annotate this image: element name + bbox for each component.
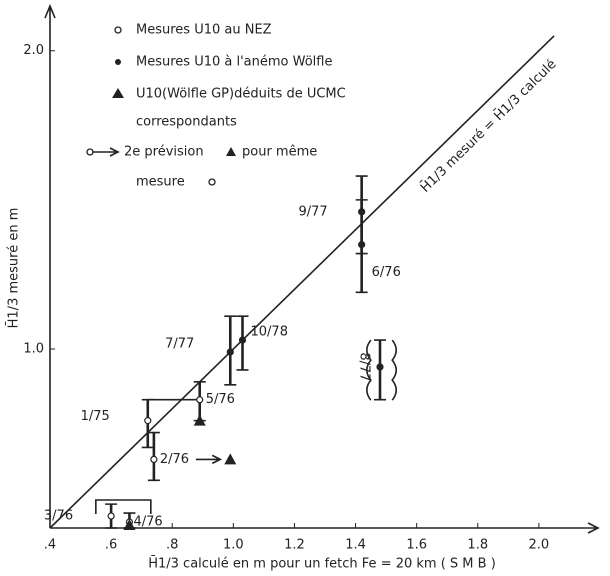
point-label: 1/75: [81, 409, 110, 424]
error-cap: [355, 199, 368, 294]
triangle-point: [224, 453, 237, 465]
legend-text: U10(Wölfle GP)déduits de UCMC: [136, 87, 346, 102]
x-tick-label: 1.8: [467, 538, 488, 553]
arrow: [195, 454, 223, 465]
y-axis-label: H̄1/3 mesuré en m: [6, 208, 21, 329]
x-tick-label: .8: [166, 538, 178, 553]
legend-text: correspondants: [136, 115, 237, 130]
error-cap: [105, 503, 118, 529]
x-tick-label: .6: [105, 538, 117, 553]
x-tick-label: 1.2: [284, 538, 305, 553]
bracket: [147, 398, 201, 421]
diagonal-line: [49, 35, 555, 529]
legend-text: Mesures U10 au NEZ: [136, 23, 272, 38]
x-tick-label: 1.4: [345, 538, 366, 553]
legend-triangle-marker: [112, 88, 124, 98]
point: [196, 396, 204, 404]
point: [144, 417, 152, 425]
point-label: 5/76: [206, 392, 235, 407]
legend-arrow: [93, 147, 120, 157]
legend-text: Mesures U10 à l'anémo Wölfle: [136, 55, 332, 70]
point: [226, 348, 234, 356]
diagonal-label: H̄1/3 mesuré = H̄1/3 calculé: [418, 57, 560, 196]
legend-open-marker: [208, 178, 216, 186]
y-tick-label: 1.0: [23, 342, 44, 357]
x-tick-label: 2.0: [529, 538, 550, 553]
legend-open-marker: [114, 26, 122, 34]
triangle-point: [123, 519, 136, 531]
x-tick-label: 1.0: [223, 538, 244, 553]
legend-text: mesure: [136, 175, 185, 190]
error-cap: [236, 315, 249, 371]
point-label: 6/76: [372, 265, 401, 280]
point-label: 8/77: [357, 352, 372, 381]
point: [238, 336, 247, 344]
point: [107, 512, 115, 520]
legend-text: 2e prévision: [124, 145, 204, 160]
error-cap: [141, 398, 154, 449]
bracket: [95, 499, 152, 514]
x-tick-label: 1.6: [406, 538, 427, 553]
legend: Mesures U10 au NEZ Mesures U10 à l'anémo…: [86, 23, 346, 190]
error-cap: [224, 315, 237, 386]
point: [376, 363, 384, 371]
point: [358, 241, 366, 249]
legend-triangle-marker: [226, 147, 236, 156]
point-label: 7/77: [165, 337, 194, 352]
y-tick-label: 2.0: [23, 43, 44, 58]
triangle-point: [193, 414, 206, 426]
point-label: 10/78: [251, 325, 288, 340]
point-label: 3/76: [44, 509, 73, 524]
legend-filled-marker: [115, 59, 121, 65]
legend-open-marker: [86, 148, 94, 156]
x-tick-label: .4: [44, 538, 56, 553]
point-label: 4/76: [133, 515, 162, 530]
brace: [366, 339, 372, 401]
point-label: 2/76: [160, 452, 189, 467]
legend-text: pour même: [242, 145, 317, 160]
error-cap: [147, 431, 160, 482]
y-axis: [44, 3, 56, 528]
x-axis-label: H̄1/3 calculé en m pour un fetch Fe = 20…: [148, 556, 496, 571]
error-cap: [374, 339, 386, 401]
x-axis: [50, 522, 600, 534]
point: [150, 455, 158, 463]
point-label: 9/77: [298, 204, 327, 219]
brace: [391, 339, 398, 401]
